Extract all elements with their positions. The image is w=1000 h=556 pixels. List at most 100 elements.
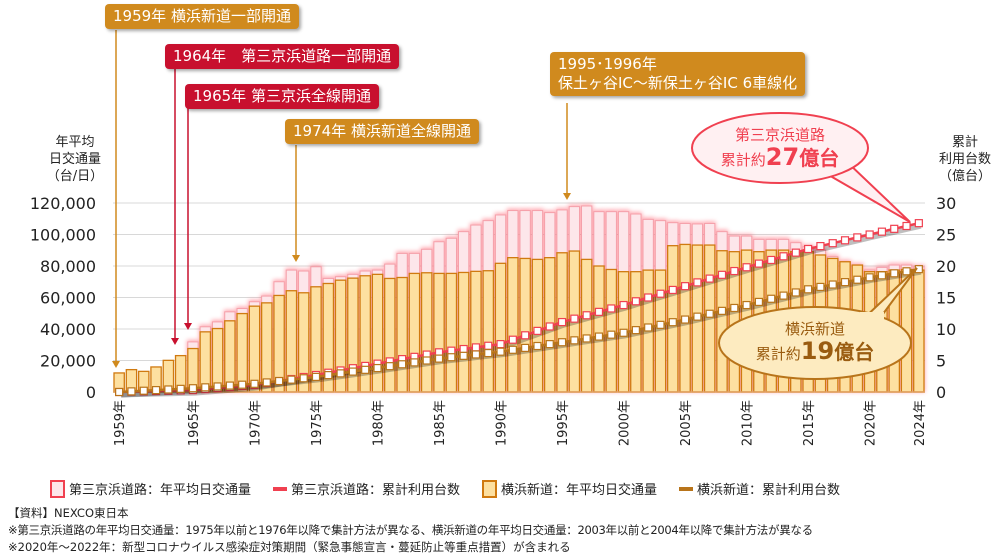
legend-label: 第三京浜道路：年平均日交通量 [69, 483, 252, 498]
left-tick-label: 40,000 [40, 320, 96, 339]
line-point [865, 273, 874, 282]
legend-label: 横浜新道：年平均日交通量 [501, 483, 658, 498]
bar-yokohama-shindo [236, 312, 248, 393]
x-tick-label: 1990年 [495, 400, 510, 446]
callout-prefix: 累計約 [755, 345, 801, 363]
x-tick-label: 1975年 [310, 400, 325, 446]
line-point [902, 221, 911, 231]
bar-yokohama-shindo [913, 269, 925, 393]
line-point [742, 263, 751, 272]
right-tick-label: 20 [936, 257, 956, 276]
line-point [680, 282, 690, 291]
line-point [890, 224, 899, 233]
line-point [705, 309, 714, 318]
callout-prefix: 累計約 [720, 151, 766, 169]
line-point [533, 341, 542, 351]
line-point [151, 386, 161, 395]
line-point [767, 294, 776, 303]
line-point [213, 382, 222, 391]
line-point [619, 300, 628, 310]
line-point [324, 371, 333, 380]
right-tick-label: 0 [936, 383, 946, 402]
callout-title: 第三京浜道路 [734, 126, 825, 144]
annotation-arrow-head [563, 193, 571, 200]
annotation-arrow-head [184, 323, 192, 330]
line-point [742, 300, 751, 310]
bar-yokohama-shindo [457, 271, 470, 393]
bar-yokohama-shindo [580, 258, 593, 393]
line-point [521, 343, 530, 352]
line-point [582, 334, 591, 343]
line-point [631, 326, 640, 335]
callout-value: 27 [765, 143, 800, 171]
line-point [779, 291, 788, 300]
x-tick-label: 2005年 [679, 400, 694, 446]
line-point [385, 362, 394, 371]
callout-value: 19 [800, 337, 835, 365]
annotation-1995-line2: 保土ヶ谷IC～新保土ヶ谷IC 6車線化 [558, 74, 798, 92]
x-tick-label: 1985年 [433, 400, 448, 446]
line-point [496, 340, 505, 349]
bar-yokohama-shindo [593, 265, 605, 393]
bar-yokohama-shindo [494, 262, 507, 393]
callout-tail-cover [860, 312, 884, 326]
x-tick-label: 2010年 [741, 400, 756, 446]
legend-swatch [273, 486, 288, 491]
annotation-arrow-head [292, 255, 300, 262]
line-point [594, 332, 604, 341]
x-tick-label: 2020年 [864, 400, 879, 446]
line-point [127, 387, 136, 396]
line-point [361, 365, 370, 374]
x-tick-label: 2015年 [802, 400, 817, 446]
line-point [373, 363, 382, 373]
x-tick-label: 1980年 [372, 400, 387, 446]
line-point [311, 372, 321, 381]
bar-yokohama-shindo [224, 320, 236, 393]
line-point [225, 381, 234, 390]
x-tick-label: 1959年 [113, 400, 128, 446]
line-point [545, 322, 554, 331]
line-point [644, 293, 653, 302]
legend-item: 第三京浜道路：累計利用台数 [273, 479, 460, 498]
bar-yokohama-shindo [531, 258, 544, 393]
line-point [779, 252, 788, 261]
line-point [348, 367, 358, 376]
line-point [717, 270, 727, 279]
line-point [545, 340, 554, 349]
line-point [877, 271, 887, 280]
left-tick-label: 120,000 [30, 194, 96, 213]
line-point [607, 304, 616, 313]
line-point [804, 244, 813, 254]
line-point [840, 236, 850, 245]
line-point [250, 379, 259, 388]
line-point [521, 331, 530, 340]
legend-swatch [50, 479, 65, 498]
line-point [398, 360, 407, 369]
right-tick-label: 25 [936, 226, 956, 245]
line-point [668, 318, 677, 327]
line-point [668, 285, 677, 295]
line-point [853, 275, 862, 284]
x-tick-label: 2000年 [618, 400, 633, 446]
bar-yokohama-shindo [519, 257, 531, 393]
bar-yokohama-shindo [433, 272, 445, 393]
left-tick-label: 20,000 [40, 352, 96, 371]
legend-swatch [482, 479, 498, 498]
annotation-1959: 1959年 横浜新道一部開通 [105, 4, 299, 29]
legend-item: 横浜新道：年平均日交通量 [482, 479, 657, 498]
line-point [274, 376, 284, 386]
bar-yokohama-shindo [507, 257, 519, 393]
line-point [459, 344, 468, 354]
line-point [914, 219, 923, 228]
annotation-1964: 1964年 第三京浜道路一部開通 [165, 44, 400, 69]
line-point [828, 280, 837, 289]
line-point [767, 255, 776, 265]
footnote-2: ※2020年～2022年：新型コロナウイルス感染症対策期間（緊急事態宣言・蔓延防… [8, 540, 571, 554]
right-axis-title: 累計 利用台数 （億台） [938, 135, 991, 184]
annotation-1965: 1965年 第三京浜全線開通 [185, 84, 379, 109]
right-tick-label: 30 [936, 194, 956, 213]
line-point [582, 311, 591, 320]
line-point [656, 289, 665, 298]
line-point [496, 347, 505, 356]
